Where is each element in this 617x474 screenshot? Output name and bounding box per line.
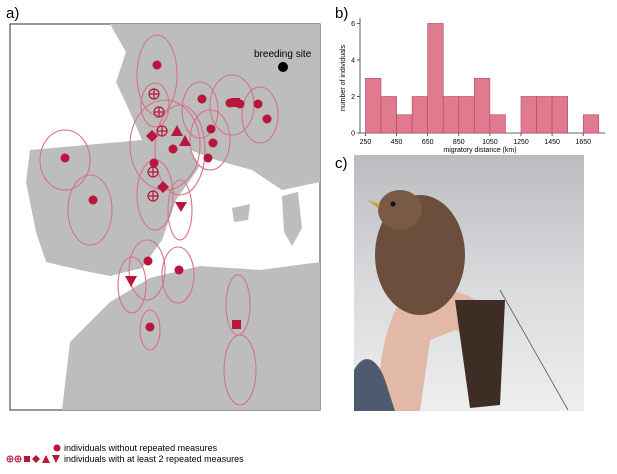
bar <box>365 77 382 134</box>
bar <box>396 114 413 134</box>
y-tick-label: 0 <box>351 131 355 138</box>
bar <box>442 96 460 134</box>
x-axis-label: migratory distance (km) <box>443 147 516 154</box>
y-tick-label: 4 <box>351 57 355 64</box>
histogram: migratory distance (km) number of indivi… <box>340 18 605 154</box>
bar <box>411 96 428 134</box>
x-tick-label: 1050 <box>482 139 498 146</box>
panel-label: a) <box>6 5 19 22</box>
bar <box>536 96 553 134</box>
photo <box>354 155 584 411</box>
x-tick-label: 1650 <box>575 139 591 146</box>
legend: individuals without repeated measures in… <box>6 443 244 464</box>
bar <box>582 114 600 134</box>
breeding-site-label: breeding site <box>254 49 312 60</box>
legend-label: individuals with at least 2 repeated mea… <box>64 454 244 464</box>
y-tick-label: 2 <box>351 94 355 101</box>
bar <box>427 23 444 134</box>
y-axis-label: number of individuals <box>340 44 347 111</box>
x-tick-label: 650 <box>422 139 434 146</box>
x-tick-label: 250 <box>360 139 372 146</box>
bar <box>551 96 568 134</box>
bar <box>489 114 506 134</box>
legend-label: individuals without repeated measures <box>64 443 218 453</box>
x-tick-label: 1450 <box>544 139 560 146</box>
bar <box>458 96 475 134</box>
bar <box>474 77 491 134</box>
x-tick-label: 1250 <box>513 139 529 146</box>
bar <box>380 96 397 134</box>
panel-label: b) <box>335 5 348 22</box>
x-tick-label: 450 <box>391 139 403 146</box>
x-tick-label: 850 <box>453 139 465 146</box>
panel-label: c) <box>335 155 348 172</box>
map: breeding site <box>9 23 321 411</box>
y-tick-label: 6 <box>351 21 355 28</box>
bar <box>520 96 537 134</box>
